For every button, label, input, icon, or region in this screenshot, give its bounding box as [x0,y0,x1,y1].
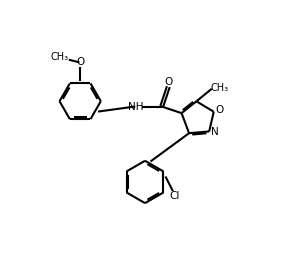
Text: CH₃: CH₃ [51,52,69,62]
Text: CH₃: CH₃ [210,83,228,93]
Text: O: O [76,57,84,67]
Text: Cl: Cl [169,191,180,201]
Text: O: O [165,77,173,87]
Text: O: O [215,105,223,115]
Text: NH: NH [128,102,144,111]
Text: N: N [211,127,219,137]
